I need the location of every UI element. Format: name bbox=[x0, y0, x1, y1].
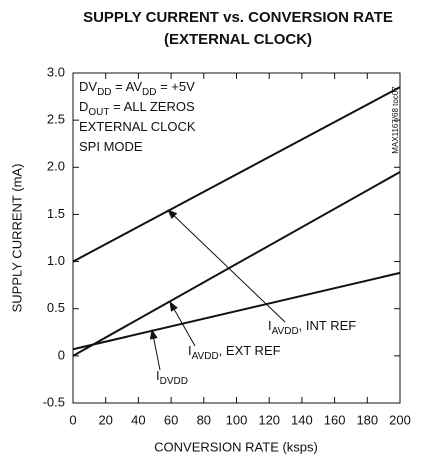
annotation-part: DV bbox=[79, 79, 97, 94]
x-tick-label: 180 bbox=[356, 412, 378, 427]
arrow bbox=[149, 329, 161, 371]
annotation-part: EXTERNAL CLOCK bbox=[79, 119, 196, 134]
y-tick-label: 2.5 bbox=[47, 112, 65, 127]
annotation: EXTERNAL CLOCK bbox=[79, 119, 196, 134]
annotation-part: , EXT REF bbox=[219, 343, 281, 358]
chart-title: (EXTERNAL CLOCK) bbox=[164, 31, 312, 48]
data-line bbox=[72, 271, 401, 351]
annotation: DOUT = ALL ZEROS bbox=[79, 99, 195, 117]
annotation-part: SPI MODE bbox=[79, 139, 143, 154]
x-tick-label: 160 bbox=[324, 412, 346, 427]
annotation: DVDD = AVDD = +5V bbox=[79, 79, 195, 97]
annotation-part: I bbox=[156, 368, 160, 383]
annotation: IAVDD, EXT REF bbox=[188, 343, 281, 361]
x-tick-label: 120 bbox=[258, 412, 280, 427]
x-axis-label: CONVERSION RATE (ksps) bbox=[154, 439, 318, 454]
annotation-part: OUT bbox=[88, 107, 109, 118]
y-tick-label: 3.0 bbox=[47, 64, 65, 79]
annotation-part: D bbox=[79, 99, 88, 114]
x-tick-label: 140 bbox=[291, 412, 313, 427]
x-tick-label: 200 bbox=[389, 412, 411, 427]
annotation: IDVDD bbox=[156, 368, 188, 386]
y-tick-label: 0.5 bbox=[47, 300, 65, 315]
annotation-part: AVDD bbox=[272, 326, 299, 337]
y-tick-label: 1.5 bbox=[47, 206, 65, 221]
data-line bbox=[72, 171, 401, 357]
y-tick-label: -0.5 bbox=[43, 394, 65, 409]
y-tick-label: 1.0 bbox=[47, 253, 65, 268]
x-tick-label: 0 bbox=[69, 412, 76, 427]
y-tick-label: 2.0 bbox=[47, 159, 65, 174]
y-tick-label: 0 bbox=[58, 347, 65, 362]
annotation-part: = ALL ZEROS bbox=[110, 99, 195, 114]
annotation-part: DD bbox=[97, 87, 111, 98]
x-tick-label: 80 bbox=[197, 412, 211, 427]
chart-title: SUPPLY CURRENT vs. CONVERSION RATE bbox=[83, 9, 393, 26]
x-tick-label: 60 bbox=[164, 412, 178, 427]
x-tick-label: 20 bbox=[98, 412, 112, 427]
annotation-part: DVDD bbox=[160, 376, 188, 387]
y-axis-label: SUPPLY CURRENT (mA) bbox=[9, 164, 24, 313]
annotation-part: I bbox=[188, 343, 192, 358]
annotation-part: = AV bbox=[112, 79, 143, 94]
arrow bbox=[167, 209, 286, 323]
x-tick-label: 100 bbox=[226, 412, 248, 427]
annotation-part: AVDD bbox=[192, 351, 219, 362]
data-line bbox=[72, 86, 401, 263]
annotation-part: = +5V bbox=[156, 79, 195, 94]
annotation-part: I bbox=[268, 318, 272, 333]
x-tick-label: 40 bbox=[131, 412, 145, 427]
annotation: IAVDD, INT REF bbox=[268, 318, 356, 336]
annotation-part: DD bbox=[142, 87, 156, 98]
annotation-part: , INT REF bbox=[299, 318, 357, 333]
annotation: SPI MODE bbox=[79, 139, 143, 154]
